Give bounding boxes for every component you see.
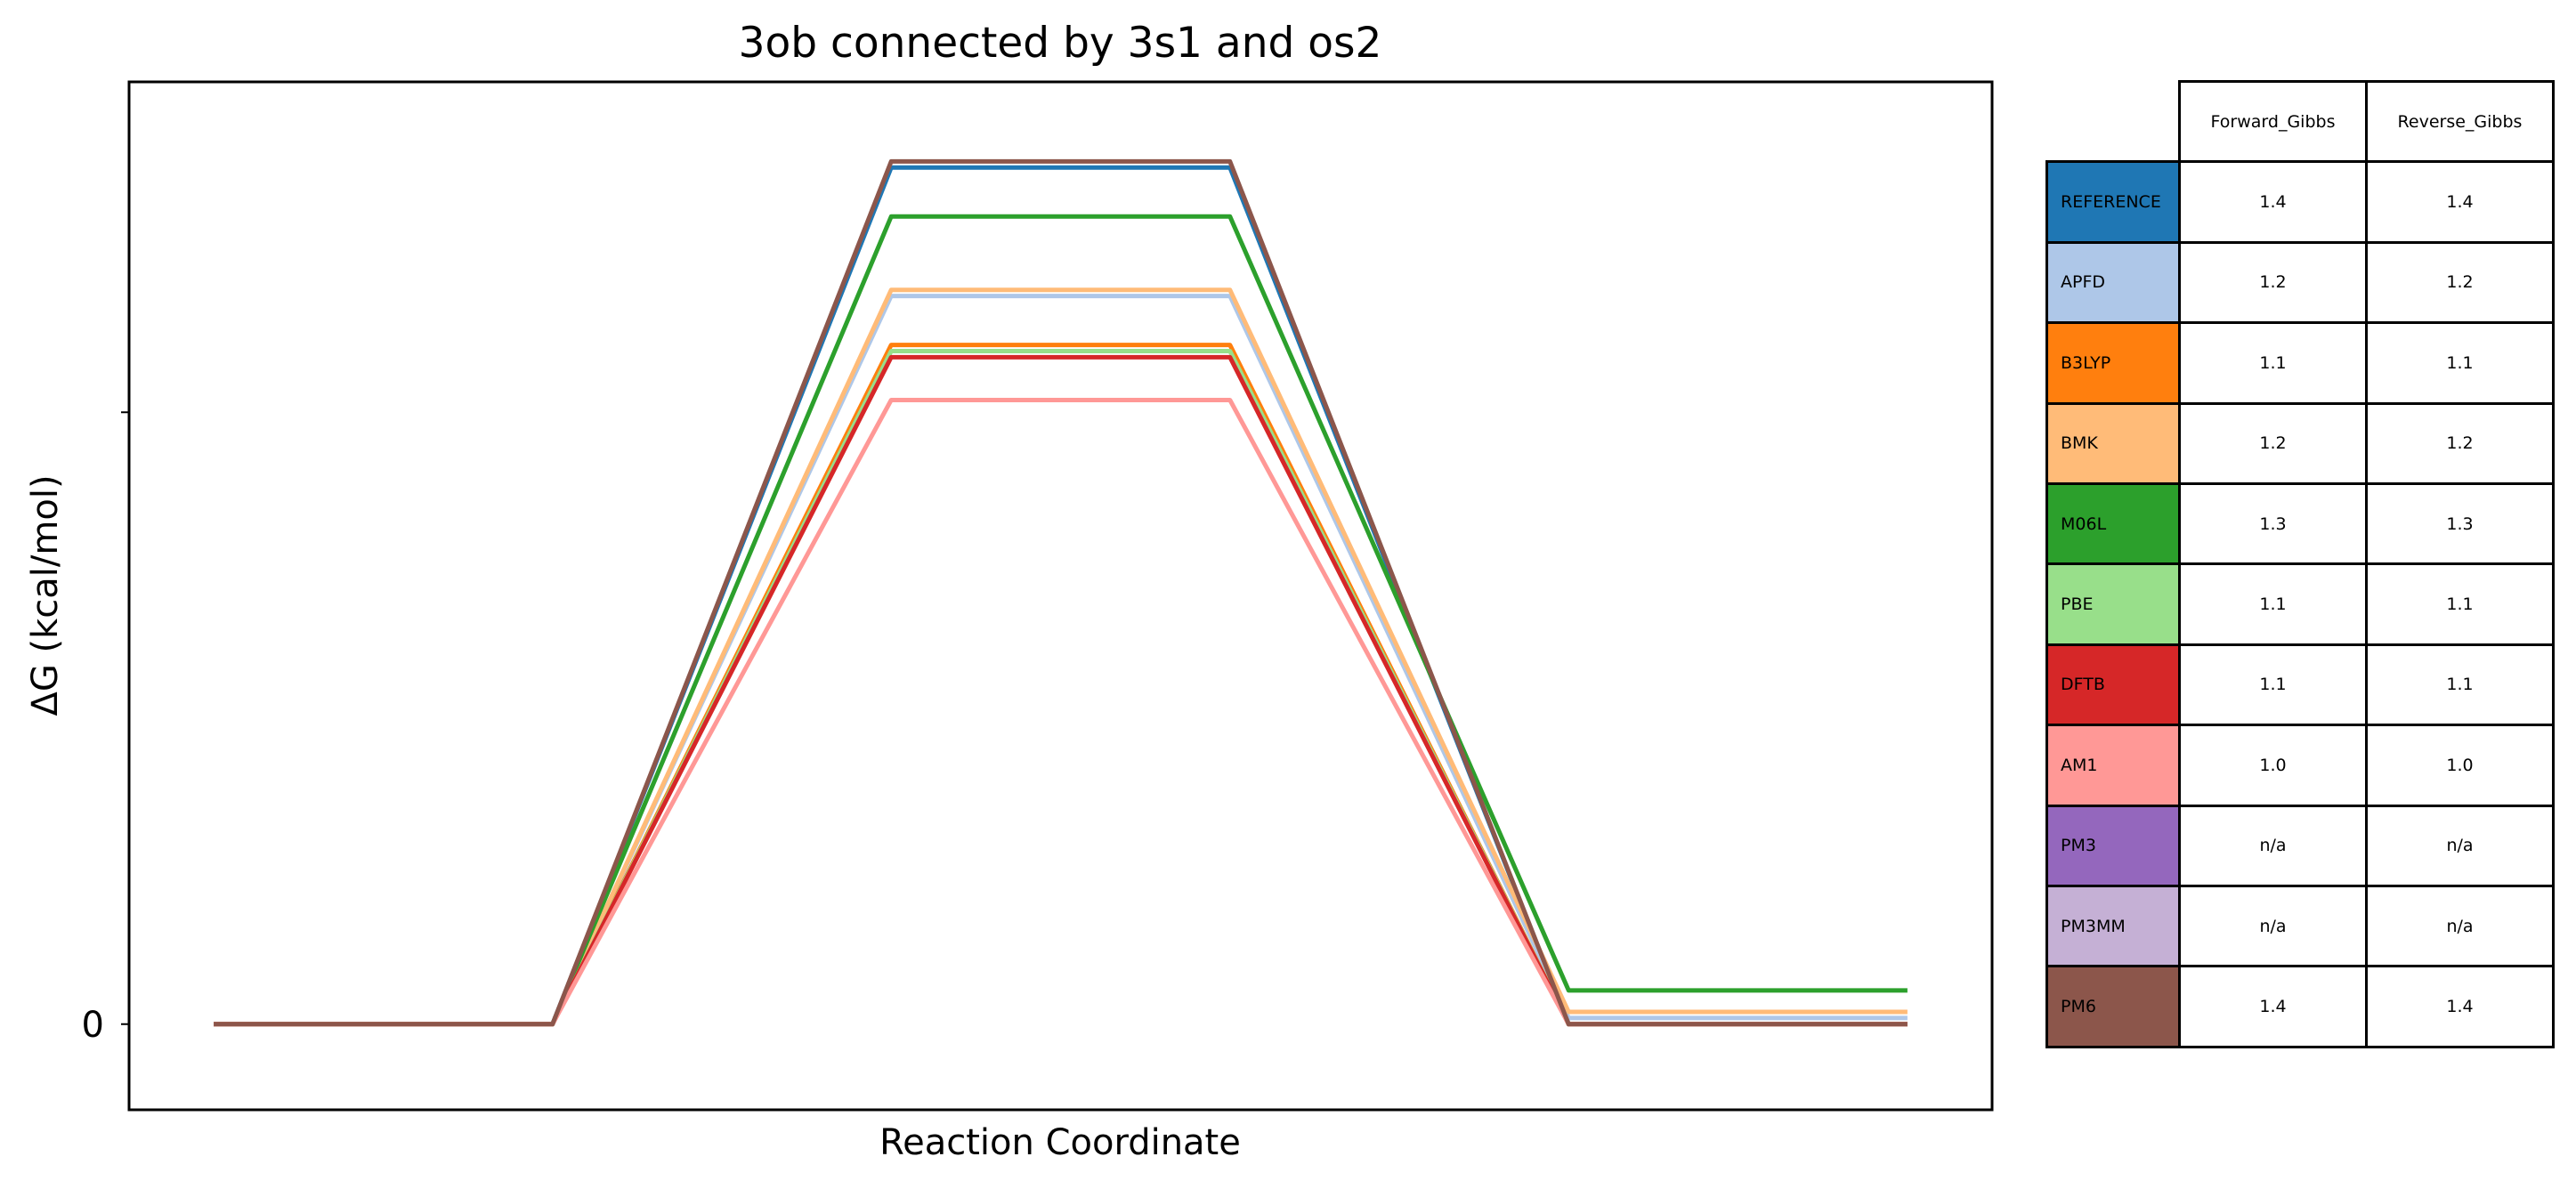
row-label-am1: AM1 <box>2045 724 2181 807</box>
header-forward-gibbs: Forward_Gibbs <box>2178 79 2368 164</box>
reverse-gibbs-value: 1.0 <box>2365 724 2555 807</box>
table-row: BMK 1.2 1.2 <box>2045 401 2555 485</box>
reverse-gibbs-value: 1.4 <box>2365 160 2555 244</box>
row-label-apfd: APFD <box>2045 240 2181 325</box>
series-line-m06l <box>214 214 1908 1027</box>
forward-gibbs-value: n/a <box>2178 804 2368 887</box>
reverse-gibbs-value: 1.3 <box>2365 481 2555 566</box>
series-line-b3lyp <box>214 343 1908 1027</box>
forward-gibbs-value: 1.1 <box>2178 643 2368 727</box>
table-row: PM3MM n/a n/a <box>2045 884 2555 968</box>
forward-gibbs-value: 1.2 <box>2178 240 2368 325</box>
reverse-gibbs-value: 1.1 <box>2365 562 2555 646</box>
forward-gibbs-value: 1.4 <box>2178 965 2368 1048</box>
series-line-pbe <box>214 349 1908 1027</box>
x-axis-label: Reaction Coordinate <box>879 1122 1241 1163</box>
chart-title: 3ob connected by 3s1 and os2 <box>739 19 1382 68</box>
table-header-row: Forward_Gibbs Reverse_Gibbs <box>2047 79 2555 164</box>
table-row: M06L 1.3 1.3 <box>2045 481 2555 566</box>
forward-gibbs-value: 1.1 <box>2178 321 2368 405</box>
row-label-pm3mm: PM3MM <box>2045 884 2181 968</box>
y-axis-ticks: 0 <box>82 411 129 1046</box>
table-row: PBE 1.1 1.1 <box>2045 562 2555 646</box>
forward-gibbs-value: 1.4 <box>2178 160 2368 244</box>
series-line-pm6 <box>214 158 1908 1027</box>
row-label-bmk: BMK <box>2045 401 2181 485</box>
table-row: REFERENCE 1.4 1.4 <box>2045 160 2555 244</box>
reverse-gibbs-value: n/a <box>2365 804 2555 887</box>
forward-gibbs-value: 1.0 <box>2178 724 2368 807</box>
header-reverse-gibbs: Reverse_Gibbs <box>2365 79 2555 164</box>
table-corner <box>2047 82 2180 162</box>
y-axis-label: ΔG (kcal/mol) <box>25 474 66 716</box>
row-label-pm3: PM3 <box>2045 804 2181 887</box>
plot-area <box>127 80 1994 1112</box>
reverse-gibbs-value: 1.2 <box>2365 401 2555 485</box>
table-row: PM6 1.4 1.4 <box>2045 965 2555 1048</box>
reverse-gibbs-value: 1.2 <box>2365 240 2555 325</box>
results-table: Forward_Gibbs Reverse_Gibbs REFERENCE 1.4… <box>2045 79 2555 1048</box>
reverse-gibbs-value: n/a <box>2365 884 2555 968</box>
table-row: PM3 n/a n/a <box>2045 804 2555 887</box>
row-label-b3lyp: B3LYP <box>2045 321 2181 405</box>
series-line-apfd <box>214 294 1908 1027</box>
row-label-dftb: DFTB <box>2045 643 2181 727</box>
reverse-gibbs-value: 1.4 <box>2365 965 2555 1048</box>
row-label-pbe: PBE <box>2045 562 2181 646</box>
table-row: APFD 1.2 1.2 <box>2045 240 2555 325</box>
series-line-dftb <box>214 354 1908 1027</box>
row-label-pm6: PM6 <box>2045 965 2181 1048</box>
reverse-gibbs-value: 1.1 <box>2365 643 2555 727</box>
forward-gibbs-value: 1.3 <box>2178 481 2368 566</box>
series-layer <box>214 158 1908 1027</box>
forward-gibbs-value: 1.1 <box>2178 562 2368 646</box>
forward-gibbs-value: n/a <box>2178 884 2368 968</box>
forward-gibbs-value: 1.2 <box>2178 401 2368 485</box>
row-label-reference: REFERENCE <box>2045 160 2181 244</box>
series-line-am1 <box>214 398 1908 1027</box>
table-row: AM1 1.0 1.0 <box>2045 724 2555 807</box>
table-row: DFTB 1.1 1.1 <box>2045 643 2555 727</box>
row-label-m06l: M06L <box>2045 481 2181 566</box>
y-tick-label: 0 <box>82 1005 104 1046</box>
table-row: B3LYP 1.1 1.1 <box>2045 321 2555 405</box>
reverse-gibbs-value: 1.1 <box>2365 321 2555 405</box>
